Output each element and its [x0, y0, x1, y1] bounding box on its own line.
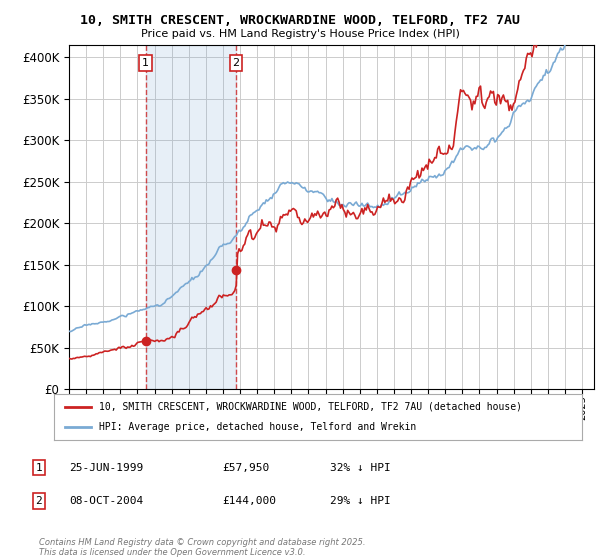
Bar: [146, 45, 236, 389]
Text: £57,950: £57,950: [222, 463, 269, 473]
Text: 10, SMITH CRESCENT, WROCKWARDINE WOOD, TELFORD, TF2 7AU: 10, SMITH CRESCENT, WROCKWARDINE WOOD, T…: [80, 14, 520, 27]
Text: 1: 1: [35, 463, 43, 473]
Text: 08-OCT-2004: 08-OCT-2004: [69, 496, 143, 506]
Text: 10, SMITH CRESCENT, WROCKWARDINE WOOD, TELFORD, TF2 7AU (detached house): 10, SMITH CRESCENT, WROCKWARDINE WOOD, T…: [99, 402, 522, 412]
Text: 32% ↓ HPI: 32% ↓ HPI: [330, 463, 391, 473]
Text: £144,000: £144,000: [222, 496, 276, 506]
Text: 2: 2: [233, 58, 239, 68]
Text: Price paid vs. HM Land Registry's House Price Index (HPI): Price paid vs. HM Land Registry's House …: [140, 29, 460, 39]
Text: HPI: Average price, detached house, Telford and Wrekin: HPI: Average price, detached house, Telf…: [99, 422, 416, 432]
Text: 1: 1: [142, 58, 149, 68]
Text: 29% ↓ HPI: 29% ↓ HPI: [330, 496, 391, 506]
Text: 25-JUN-1999: 25-JUN-1999: [69, 463, 143, 473]
Text: Contains HM Land Registry data © Crown copyright and database right 2025.
This d: Contains HM Land Registry data © Crown c…: [39, 538, 365, 557]
Text: 2: 2: [35, 496, 43, 506]
